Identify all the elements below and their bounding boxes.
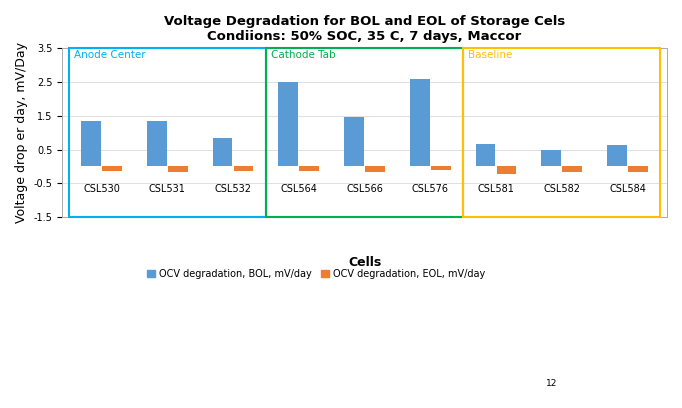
- X-axis label: Cells: Cells: [348, 256, 381, 269]
- Bar: [344, 118, 364, 166]
- Bar: [563, 166, 582, 173]
- Bar: [410, 79, 430, 166]
- Text: Baseline: Baseline: [469, 50, 513, 60]
- Bar: [496, 166, 516, 174]
- Text: CSL584: CSL584: [609, 184, 646, 194]
- Bar: [147, 121, 166, 166]
- Text: Cathode Tab: Cathode Tab: [271, 50, 336, 60]
- Bar: [102, 166, 122, 171]
- Legend: OCV degradation, BOL, mV/day, OCV degradation, EOL, mV/day: OCV degradation, BOL, mV/day, OCV degrad…: [143, 265, 489, 283]
- Text: CSL582: CSL582: [544, 184, 580, 194]
- Text: CSL564: CSL564: [280, 184, 317, 194]
- Text: CSL576: CSL576: [412, 184, 449, 194]
- Text: Anode Center: Anode Center: [74, 50, 146, 60]
- Text: CSL581: CSL581: [477, 184, 514, 194]
- Bar: [542, 149, 561, 166]
- Bar: [475, 144, 495, 166]
- Bar: [431, 166, 451, 171]
- Bar: [366, 166, 385, 173]
- Bar: [213, 138, 233, 166]
- Text: CSL532: CSL532: [215, 184, 252, 194]
- Title: Voltage Degradation for BOL and EOL of Storage Cels
Condiions: 50% SOC, 35 C, 7 : Voltage Degradation for BOL and EOL of S…: [164, 15, 565, 43]
- Text: CSL531: CSL531: [149, 184, 186, 194]
- Y-axis label: Voltage drop er day, mV/Day: Voltage drop er day, mV/Day: [15, 42, 28, 223]
- Bar: [299, 166, 319, 171]
- Bar: [168, 166, 188, 173]
- Bar: [234, 166, 254, 171]
- Bar: [278, 82, 298, 166]
- Bar: [628, 166, 648, 172]
- Text: CSL566: CSL566: [346, 184, 383, 194]
- Text: 12: 12: [546, 379, 557, 388]
- Text: CSL530: CSL530: [83, 184, 120, 194]
- Bar: [607, 146, 627, 166]
- Bar: [81, 121, 101, 166]
